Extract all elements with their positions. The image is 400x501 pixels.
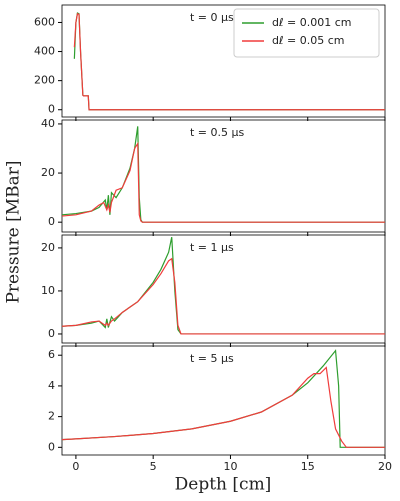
- y-tick-label: 2: [48, 410, 55, 423]
- y-tick-label: 6: [48, 348, 55, 361]
- axes-frame: [61, 119, 386, 233]
- x-tick-label: 20: [378, 460, 392, 473]
- y-tick-label: 0: [48, 103, 55, 116]
- legend-label: dℓ = 0.001 cm: [272, 16, 352, 29]
- y-tick-label: 0: [48, 440, 55, 453]
- y-tick-label: 20: [41, 166, 55, 179]
- y-tick-label: 400: [34, 45, 55, 58]
- data-line: [61, 257, 385, 335]
- data-line: [61, 366, 385, 448]
- x-tick-label: 0: [72, 460, 79, 473]
- y-axis-label: Pressure [MBar]: [4, 160, 24, 303]
- axes-frame: [61, 234, 386, 344]
- y-tick-label: 10: [41, 284, 55, 297]
- y-tick-label: 40: [41, 117, 55, 130]
- data-line: [61, 349, 385, 448]
- y-tick-label: 200: [34, 74, 55, 87]
- x-axis-label: Depth [cm]: [175, 475, 272, 495]
- y-tick-label: 0: [48, 215, 55, 228]
- x-tick-label: 15: [301, 460, 315, 473]
- annotation: t = 0.5 μs: [190, 126, 245, 139]
- axes-frame: [61, 345, 386, 456]
- axes-frame: [61, 4, 386, 118]
- x-tick-label: 10: [223, 460, 237, 473]
- legend-box: [233, 8, 380, 58]
- y-tick-label: 20: [41, 241, 55, 254]
- annotation: t = 1 μs: [190, 241, 234, 254]
- annotation: t = 0 μs: [190, 11, 234, 24]
- y-tick-label: 4: [48, 379, 55, 392]
- x-tick-label: 5: [150, 460, 157, 473]
- annotation: t = 5 μs: [190, 352, 234, 365]
- y-tick-label: 600: [34, 15, 55, 28]
- data-line: [61, 141, 385, 223]
- y-tick-label: 0: [48, 327, 55, 340]
- data-line: [73, 12, 385, 111]
- legend-label: dℓ = 0.05 cm: [272, 34, 345, 47]
